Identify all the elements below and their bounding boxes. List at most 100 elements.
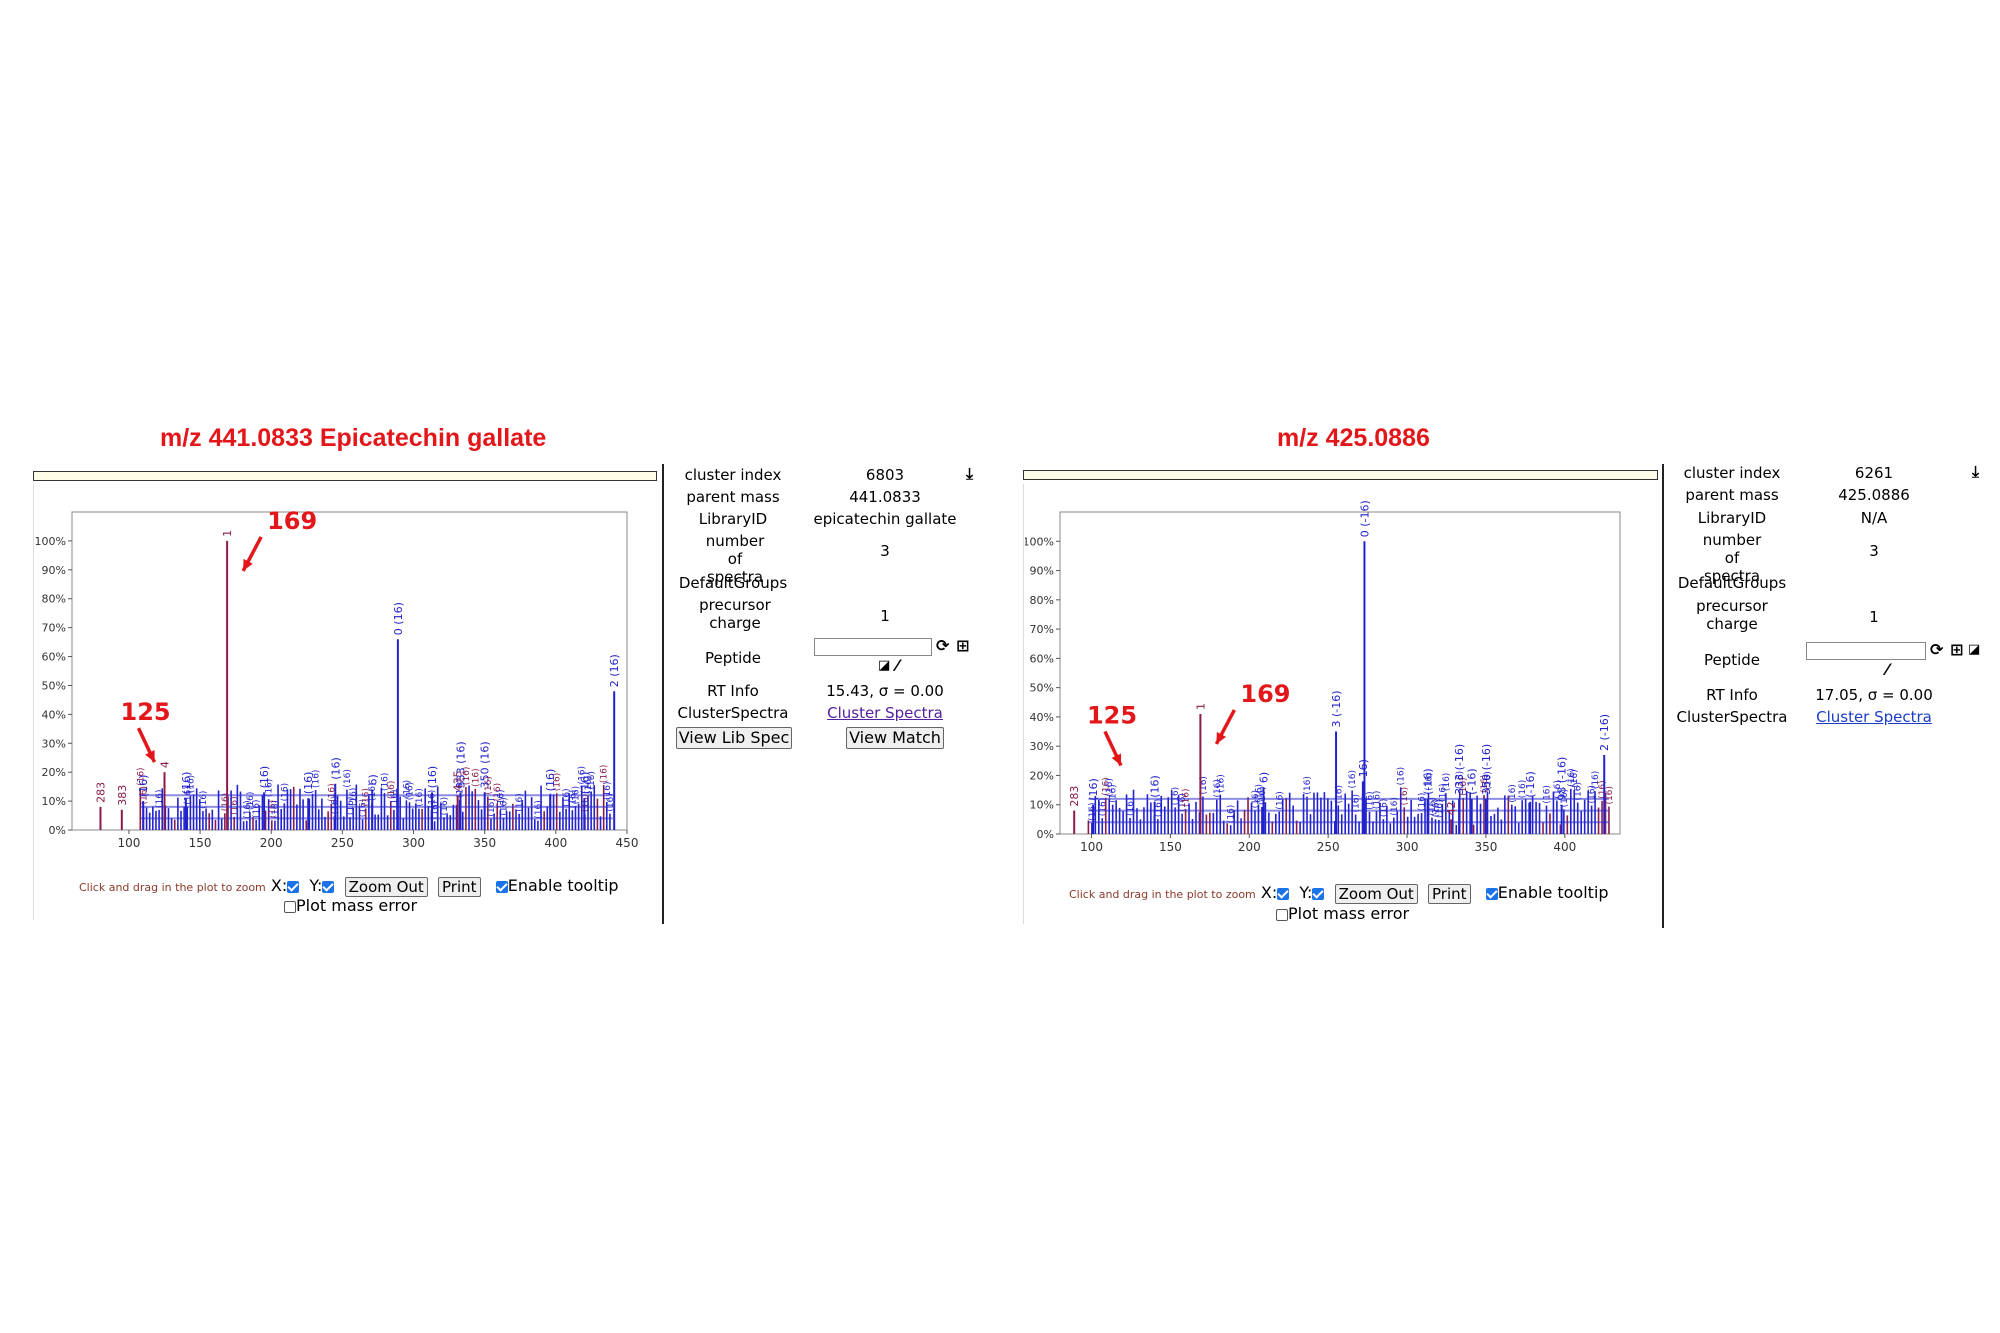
panel-2-mass-error-control: Plot mass error xyxy=(1276,904,1409,923)
peak-label: 2 (-16) xyxy=(1598,714,1611,751)
noise-peak-label: (16) xyxy=(1574,782,1584,800)
peptide-input[interactable] xyxy=(1806,642,1926,660)
y-tick-label: 10% xyxy=(1030,799,1054,812)
precursor-charge-value: 1 xyxy=(1869,608,1879,626)
zoom-out-button[interactable]: Zoom Out xyxy=(1334,883,1418,904)
panel-2-spectrum-chart[interactable]: 0% 10% 20% 30% 40% 50% 60% 70% 80% 90% 100% 100 150 2… xyxy=(1025,500,1655,864)
x-tick-label: 400 xyxy=(544,836,567,850)
view-match-button[interactable]: View Match xyxy=(846,727,944,749)
y-tick-label: 10% xyxy=(42,795,66,808)
panel-2-plot-area[interactable] xyxy=(1023,484,1024,924)
peak-label: 383 xyxy=(116,785,129,806)
noise-peak-label: (16) xyxy=(1254,784,1264,802)
noise-peak-label: (16) xyxy=(1216,774,1226,792)
peak-label: 98 (-16) xyxy=(1556,757,1569,801)
noise-peak-label: (16) xyxy=(1303,776,1313,794)
panel-2-info-table: cluster index 6261 ⤓ parent mass 425.088… xyxy=(1670,464,2000,744)
peak-label: 283 xyxy=(94,782,107,803)
y-tick-label: 30% xyxy=(42,737,66,750)
magic-wand-icon[interactable]: ⁄ xyxy=(896,656,899,675)
peak-label: 333 (-16) xyxy=(1453,744,1466,795)
download-icon[interactable]: ⤓ xyxy=(1972,462,1980,481)
noise-peak-label: (16) xyxy=(1542,785,1552,803)
plot-frame[interactable] xyxy=(1059,511,1621,835)
noise-peak-label: (16) xyxy=(587,771,597,789)
noise-peak-label: (16) xyxy=(265,779,275,797)
peak-label: 283 xyxy=(1068,786,1081,807)
noise-peak-label: (16) xyxy=(584,776,594,794)
cluster-spectra-link[interactable]: Cluster Spectra xyxy=(827,704,943,722)
enable-tooltip-checkbox[interactable] xyxy=(1485,887,1498,900)
number-of-spectra-label: number of spectra xyxy=(1702,531,1762,585)
plot-mass-error-checkbox[interactable] xyxy=(1276,908,1288,921)
noise-peak-label: (16) xyxy=(1126,797,1136,815)
noise-peak-label: (16) xyxy=(387,781,397,799)
zoom-hint-text: Click and drag in the plot to zoom xyxy=(79,881,266,894)
print-button[interactable]: Print xyxy=(1428,883,1471,904)
noise-peak-label: (16) xyxy=(1171,787,1181,805)
noise-peak-label: (16) xyxy=(136,767,146,785)
precursor-charge-value: 1 xyxy=(880,607,890,625)
refresh-icon[interactable]: ⟳ xyxy=(936,636,950,655)
noise-peak-label: (16) xyxy=(515,793,525,811)
noise-peak-label: (16) xyxy=(252,799,262,817)
peak-label: 1 xyxy=(1194,703,1207,710)
print-button[interactable]: Print xyxy=(438,876,481,897)
annotation-label: 169 xyxy=(267,507,317,535)
download-icon[interactable]: ⤓ xyxy=(966,464,974,483)
peptide-label: Peptide xyxy=(704,649,762,667)
y-tick-label: 0% xyxy=(49,824,66,837)
noise-peak-label: (16) xyxy=(230,796,240,814)
peak-label: (16) xyxy=(137,774,150,797)
x-zoom-checkbox[interactable] xyxy=(1277,887,1290,900)
x-tick-label: 300 xyxy=(402,836,425,850)
plus-icon[interactable]: ⊞ xyxy=(1950,640,1964,659)
noise-peak-label: (16) xyxy=(1598,780,1608,798)
cluster-spectra-link[interactable]: Cluster Spectra xyxy=(1816,708,1932,726)
precursor-charge-label: precursor charge xyxy=(699,596,771,632)
default-groups-label: DefaultGroups xyxy=(678,574,788,592)
peak-label: (16) xyxy=(578,772,591,795)
enable-tooltip-checkbox[interactable] xyxy=(495,880,508,893)
noise-peak-label: (16) xyxy=(603,781,613,799)
number-of-spectra-label: number of spectra xyxy=(705,532,765,586)
y-tick-label: 60% xyxy=(42,651,66,664)
panel-1-spectrum-chart[interactable]: 0% 10% 20% 30% 40% 50% 60% 70% 80% 90% 100% 100 150 2… xyxy=(35,500,655,860)
noise-peak-label: (16) xyxy=(484,776,494,794)
magic-wand-icon[interactable]: ⁄ xyxy=(1886,660,1889,679)
x-tick-label: 200 xyxy=(1238,840,1261,854)
zoom-out-button[interactable]: Zoom Out xyxy=(344,876,428,897)
noise-peak-label: (16) xyxy=(600,765,610,783)
y-tick-label: 40% xyxy=(1030,711,1054,724)
plot-mass-error-checkbox[interactable] xyxy=(284,900,296,913)
view-lib-spec-button[interactable]: View Lib Spec xyxy=(676,727,792,749)
noise-peak-label: (16) xyxy=(1334,785,1344,803)
y-tick-label: 60% xyxy=(1030,652,1054,665)
default-groups-label: DefaultGroups xyxy=(1677,574,1787,592)
y-zoom-checkbox[interactable] xyxy=(1312,887,1325,900)
peak-label: 2 (16) xyxy=(608,654,621,687)
noise-peak-label: (16) xyxy=(1397,767,1407,785)
peak-label: (16) xyxy=(1149,775,1162,798)
cluster-index-value: 6261 xyxy=(1854,464,1894,482)
noise-peak-label: (16) xyxy=(1109,784,1119,802)
peak-label: 1 xyxy=(221,530,234,537)
refresh-icon[interactable]: ⟳ xyxy=(1930,640,1944,659)
library-id-value: epicatechin gallate xyxy=(813,510,957,528)
y-tick-label: 20% xyxy=(42,766,66,779)
panel-1-plot-area[interactable] xyxy=(33,484,34,920)
y-tick-label: 100% xyxy=(1025,535,1054,548)
peak-label: (16) xyxy=(180,772,193,795)
y-zoom-checkbox[interactable] xyxy=(322,880,335,893)
x-zoom-checkbox[interactable] xyxy=(287,880,300,893)
noise-peak-label: (16) xyxy=(1431,799,1441,817)
plus-icon[interactable]: ⊞ xyxy=(956,636,970,655)
noise-peak-label: (16) xyxy=(381,773,391,791)
noise-peak-label: (16) xyxy=(493,783,503,801)
x-tick-label: 350 xyxy=(473,836,496,850)
peptide-input[interactable] xyxy=(814,638,932,656)
library-id-value: N/A xyxy=(1860,509,1888,527)
share-icon[interactable]: ◪ xyxy=(878,658,891,673)
share-icon[interactable]: ◪ xyxy=(1968,642,1981,657)
noise-peak-label: (16) xyxy=(1352,794,1362,812)
